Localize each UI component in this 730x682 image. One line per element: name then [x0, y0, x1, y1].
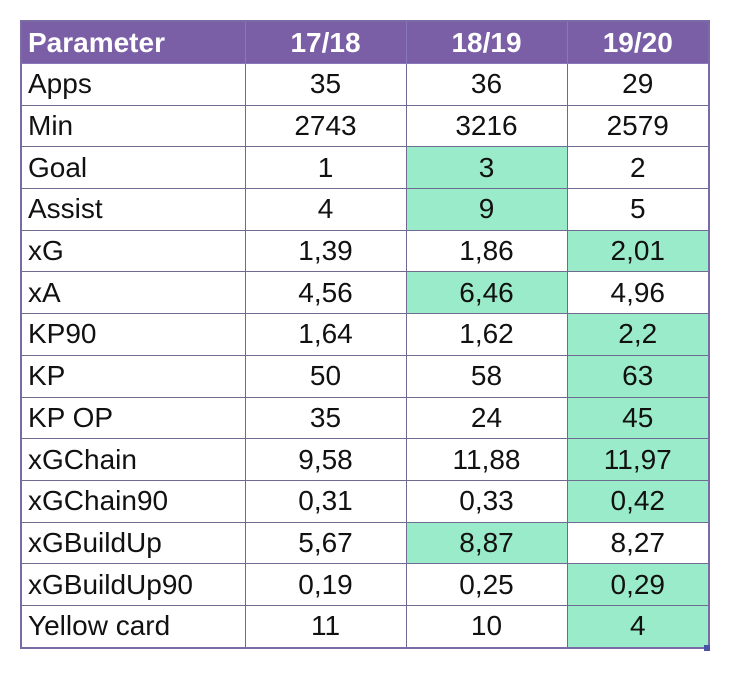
value-cell: 1,62 [405, 313, 568, 356]
value-cell: 0,19 [244, 563, 407, 606]
parameter-cell: xGBuildUp90 [20, 563, 246, 606]
parameter-cell: Min [20, 104, 246, 148]
table-row: KP90 1,64 1,62 2,2 [20, 313, 710, 356]
value-cell: 35 [244, 63, 407, 106]
value-cell-highlighted: 6,46 [405, 271, 568, 315]
value-cell-highlighted: 4 [566, 604, 710, 649]
parameter-cell: xA [20, 271, 246, 315]
value-cell: 2743 [244, 104, 407, 148]
value-cell-highlighted: 2,01 [566, 229, 710, 273]
value-cell: 11,88 [405, 438, 568, 481]
parameter-cell: Apps [20, 63, 246, 106]
value-cell: 4,56 [244, 271, 407, 315]
value-cell: 3216 [405, 104, 568, 148]
parameter-cell: Assist [20, 188, 246, 231]
stats-body: Apps 35 36 29 Min 2743 3216 2579 Goal 1 3 2 Assist 4 9… [20, 63, 710, 649]
value-cell: 8,27 [566, 521, 710, 565]
parameter-cell: KP OP [20, 396, 246, 440]
table-row: Yellow card 11 10 4 [20, 604, 710, 649]
parameter-cell: KP [20, 354, 246, 398]
value-cell-highlighted: 11,97 [566, 438, 710, 481]
value-cell: 11 [244, 604, 407, 649]
selection-corner-handle [704, 644, 710, 651]
value-cell: 36 [405, 63, 568, 106]
parameter-cell: Yellow card [20, 604, 246, 649]
table-row: xGChain 9,58 11,88 11,97 [20, 438, 710, 481]
table-row: Min 2743 3216 2579 [20, 104, 710, 148]
parameter-cell: Goal [20, 146, 246, 190]
parameter-cell: xGChain90 [20, 479, 246, 523]
header-season-1: 17/18 [244, 20, 407, 64]
value-cell: 35 [244, 396, 407, 440]
value-cell-highlighted: 0,42 [566, 479, 710, 523]
header-parameter: Parameter [20, 20, 246, 64]
value-cell: 0,31 [244, 479, 407, 523]
value-cell: 5,67 [244, 521, 407, 565]
table-row: xGBuildUp90 0,19 0,25 0,29 [20, 563, 710, 606]
table-row: xGChain90 0,31 0,33 0,42 [20, 479, 710, 523]
table-row: Assist 4 9 5 [20, 188, 710, 231]
value-cell: 4 [244, 188, 407, 231]
stats-sheet: Parameter 17/18 18/19 19/20 Apps 35 36 29 Mi… [20, 20, 710, 651]
value-cell: 58 [405, 354, 568, 398]
value-cell-highlighted: 63 [566, 354, 710, 398]
header-season-3: 19/20 [566, 20, 710, 64]
value-cell: 4,96 [566, 271, 710, 315]
value-cell: 5 [566, 188, 710, 231]
value-cell: 0,33 [405, 479, 568, 523]
value-cell: 2 [566, 146, 710, 190]
table-row: KP OP 35 24 45 [20, 396, 710, 440]
table-row: KP 50 58 63 [20, 354, 710, 398]
table-row: Apps 35 36 29 [20, 63, 710, 106]
parameter-cell: xGBuildUp [20, 521, 246, 565]
value-cell-highlighted: 8,87 [405, 521, 568, 565]
table-row: xGBuildUp 5,67 8,87 8,27 [20, 521, 710, 565]
value-cell: 9,58 [244, 438, 407, 481]
parameter-cell: xGChain [20, 438, 246, 481]
value-cell: 0,25 [405, 563, 568, 606]
header-season-2: 18/19 [405, 20, 568, 64]
table-row: xA 4,56 6,46 4,96 [20, 271, 710, 315]
value-cell-highlighted: 9 [405, 188, 568, 231]
stats-table: Parameter 17/18 18/19 19/20 Apps 35 36 29 Mi… [20, 20, 710, 649]
table-row: xG 1,39 1,86 2,01 [20, 229, 710, 273]
parameter-cell: KP90 [20, 313, 246, 356]
value-cell: 29 [566, 63, 710, 106]
value-cell: 50 [244, 354, 407, 398]
table-row: Goal 1 3 2 [20, 146, 710, 190]
value-cell: 1 [244, 146, 407, 190]
value-cell-highlighted: 2,2 [566, 313, 710, 356]
parameter-cell: xG [20, 229, 246, 273]
value-cell: 2579 [566, 104, 710, 148]
value-cell: 1,39 [244, 229, 407, 273]
value-cell-highlighted: 0,29 [566, 563, 710, 606]
value-cell: 1,86 [405, 229, 568, 273]
value-cell-highlighted: 45 [566, 396, 710, 440]
header-row: Parameter 17/18 18/19 19/20 [20, 20, 710, 64]
value-cell: 1,64 [244, 313, 407, 356]
value-cell-highlighted: 3 [405, 146, 568, 190]
value-cell: 24 [405, 396, 568, 440]
value-cell: 10 [405, 604, 568, 649]
